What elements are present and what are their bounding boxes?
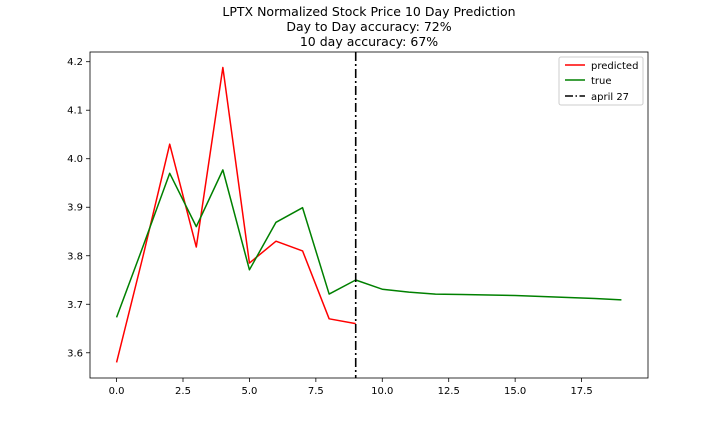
x-tick-label: 7.5 xyxy=(308,386,324,397)
y-tick-label: 3.6 xyxy=(67,348,83,359)
series-layer xyxy=(115,66,622,363)
plot-area xyxy=(89,51,649,379)
y-tick-label: 4.0 xyxy=(67,154,83,165)
y-tick-label: 4.2 xyxy=(67,57,83,68)
x-axis: 0.0 2.5 5.0 7.5 10.0 12.5 15.0 17.5 xyxy=(109,378,593,397)
title-line-1: LPTX Normalized Stock Price 10 Day Predi… xyxy=(222,4,515,19)
y-axis: 3.6 3.7 3.8 3.9 4.0 4.1 4.2 xyxy=(67,57,90,359)
x-tick-label: 0.0 xyxy=(109,386,125,397)
y-tick-label: 3.8 xyxy=(67,251,83,262)
legend: predicted true april 27 xyxy=(558,56,644,106)
x-tick-label: 2.5 xyxy=(175,386,191,397)
legend-true-label: true xyxy=(591,76,612,87)
series-line-true xyxy=(115,169,622,318)
x-tick-label: 5.0 xyxy=(241,386,257,397)
legend-vline-label: april 27 xyxy=(591,92,629,103)
legend-box xyxy=(558,56,644,106)
y-tick-label: 4.1 xyxy=(67,106,83,117)
x-tick-label: 12.5 xyxy=(438,386,460,397)
title-line-2: Day to Day accuracy: 72% xyxy=(286,19,451,34)
chart-title: LPTX Normalized Stock Price 10 Day Predi… xyxy=(222,4,515,49)
x-tick-label: 15.0 xyxy=(504,386,526,397)
series-line-predicted xyxy=(115,66,356,363)
legend-predicted-label: predicted xyxy=(591,61,638,72)
title-line-3: 10 day accuracy: 67% xyxy=(300,34,438,49)
x-tick-label: 10.0 xyxy=(371,386,393,397)
y-tick-label: 3.9 xyxy=(67,203,83,214)
x-tick-label: 17.5 xyxy=(570,386,592,397)
y-tick-label: 3.7 xyxy=(67,300,83,311)
